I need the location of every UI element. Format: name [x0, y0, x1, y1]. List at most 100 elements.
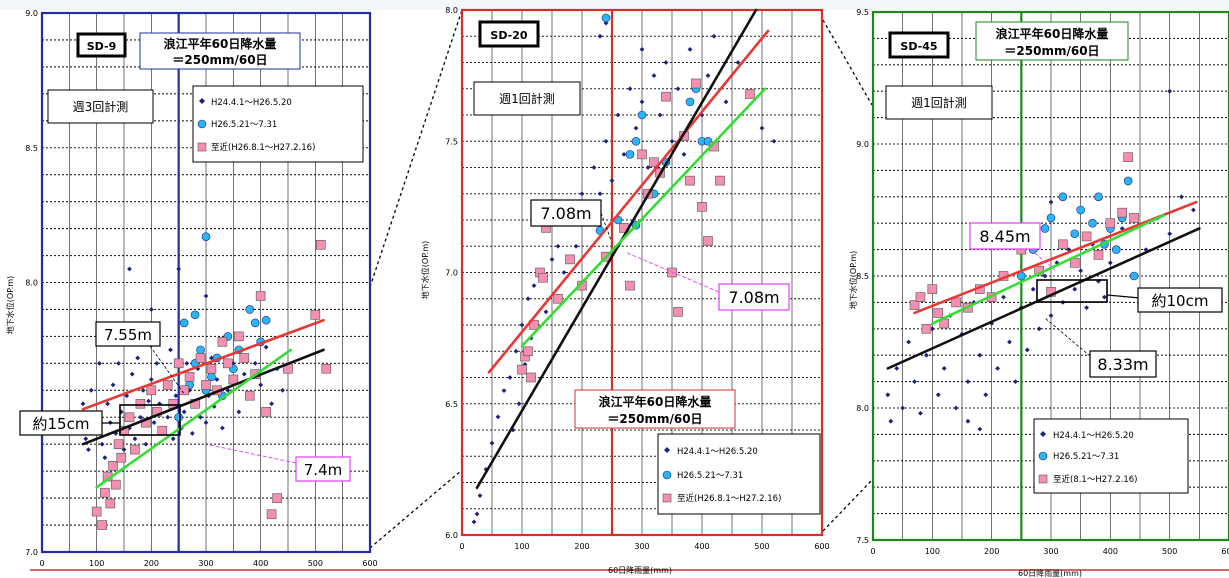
sd9-point-diamond	[280, 387, 285, 393]
connector-left-bottom	[369, 469, 463, 549]
sd20-point-diamond	[489, 440, 495, 446]
sd45-ytick: 8.5	[856, 272, 869, 281]
sd9-point-diamond	[88, 387, 94, 393]
sd20-point-diamond	[657, 112, 663, 118]
sd9-point-square	[116, 452, 127, 463]
sd45-ann-833: 8.33m	[1097, 355, 1148, 374]
sd9-point-diamond	[170, 436, 176, 442]
sd45-ytick: 9.0	[856, 140, 869, 149]
sd9-station-label: SD-9	[87, 40, 116, 53]
sd45-rain-note-line2: ＝250mm/60日	[1004, 44, 1099, 58]
sd45-point-square	[1105, 218, 1116, 228]
sd20-point-square	[661, 91, 671, 102]
sd9-point-circle	[250, 318, 260, 328]
sd20-point-diamond	[561, 270, 567, 275]
sd45-ann-10cm-box	[1137, 287, 1223, 313]
sd45-ann-10cm: 約10cm	[1152, 292, 1209, 310]
sd9-legend-marker-2	[197, 119, 207, 129]
sd9-point-circle	[196, 345, 205, 355]
sd20-point-square	[691, 78, 701, 89]
sd9-freq-note: 週3回計測	[73, 99, 129, 114]
sd20-point-diamond	[705, 73, 711, 79]
sd9-rain-note-box	[139, 32, 301, 70]
sd45-point-diamond	[1167, 88, 1173, 94]
sd45-point-square	[1117, 207, 1127, 218]
sd45-legend-marker-3	[1038, 474, 1048, 484]
sd9-point-square	[113, 439, 124, 450]
sd9-point-diamond	[105, 401, 110, 407]
sd45-point-circle	[1123, 176, 1133, 186]
sd45-ytick: 9.5	[856, 8, 869, 17]
sd20-point-diamond	[597, 191, 603, 197]
sd20-point-square	[637, 149, 647, 160]
sd20-point-diamond	[555, 243, 561, 249]
sd45-xtick: 500	[1162, 547, 1177, 556]
sd45-legend-3: 至近(8.1～H27.2.16)	[1053, 474, 1138, 485]
sd20-point-diamond	[522, 361, 528, 367]
sd20-point-diamond	[669, 138, 675, 144]
sd20-point-diamond	[603, 20, 609, 26]
sd45-ann-833-box	[1089, 350, 1157, 378]
sd9-point-square	[135, 398, 146, 409]
sd45-point-diamond	[918, 410, 923, 416]
sd20-point-diamond	[687, 46, 693, 52]
sd9-point-square	[223, 358, 233, 369]
sd45-point-diamond	[1030, 286, 1036, 292]
sd45-point-circle	[1076, 205, 1085, 215]
sd9-point-diamond	[203, 293, 209, 299]
sd9-point-diamond	[113, 431, 119, 436]
sd45-legend-marker-1	[1040, 431, 1046, 437]
sd45-point-square	[1081, 231, 1092, 242]
sd9-point-square	[234, 331, 244, 342]
sd45-point-circle	[1088, 218, 1097, 228]
sd45-bracket	[1036, 279, 1108, 303]
sd9-legend-1: H24.4.1～H26.5.20	[211, 98, 292, 108]
sd9-point-diamond	[236, 409, 242, 415]
sd45-legend-2: H26.5.21～7.31	[1053, 452, 1119, 462]
sd20-ylabel: 地下水位(OP.m)	[420, 241, 430, 299]
sd20-point-diamond	[474, 511, 480, 517]
sd20-point-diamond	[621, 151, 627, 157]
sd9-fit-lines	[81, 318, 325, 489]
sd20-point-square	[673, 307, 683, 317]
sd9-xtick: 300	[198, 559, 213, 568]
sd9-xtick: 500	[308, 559, 323, 568]
sd45-legend-marker-2	[1038, 451, 1048, 461]
sd20-ytick: 8.0	[445, 6, 458, 15]
sd9-point-square	[184, 372, 195, 382]
sd20-point-square	[745, 89, 755, 99]
sd20-point-square	[715, 175, 725, 186]
sd9-point-diamond	[209, 355, 214, 361]
sd20-point-square	[517, 364, 527, 375]
sd45-point-diamond	[1084, 305, 1089, 311]
sd9-point-diamond	[263, 344, 269, 350]
sd9-point-diamond	[198, 414, 203, 420]
sd20-point-diamond	[663, 60, 669, 65]
sd9-legend-marker-3	[197, 142, 207, 152]
sd9-freq-box	[47, 89, 154, 124]
sd45-xtick: 200	[984, 547, 999, 556]
sd20-xtick: 500	[754, 542, 769, 551]
sd20-point-circle	[631, 136, 641, 146]
top-strip	[0, 0, 1229, 10]
sd45-ann-845: 8.45m	[979, 227, 1030, 246]
sd45-point-diamond	[906, 339, 911, 345]
connector-right-top	[822, 19, 873, 106]
sd45-point-diamond	[1036, 326, 1042, 332]
sd45-point-diamond	[995, 366, 1000, 371]
sd45-ann-845-box	[969, 222, 1041, 250]
sd9-point-square	[261, 407, 271, 417]
sd20-point-diamond	[759, 125, 765, 131]
sd45-point-square	[933, 308, 944, 318]
sd45-point-square	[927, 284, 938, 295]
sd9-point-diamond	[203, 420, 209, 426]
panel-sd20: 0 100 200 300 400 500 600 6.0 6.5 7.0 7.5 8.0 地下水位(…	[420, 6, 830, 575]
sd9-point-diamond	[148, 377, 154, 382]
sd9-point-diamond	[181, 409, 187, 415]
sd9-point-square	[315, 239, 326, 250]
sd20-point-diamond	[516, 401, 522, 407]
sd9-ann-755-box	[95, 321, 161, 347]
sd20-point-square	[703, 236, 713, 246]
sd20-fit-line	[475, 8, 758, 490]
